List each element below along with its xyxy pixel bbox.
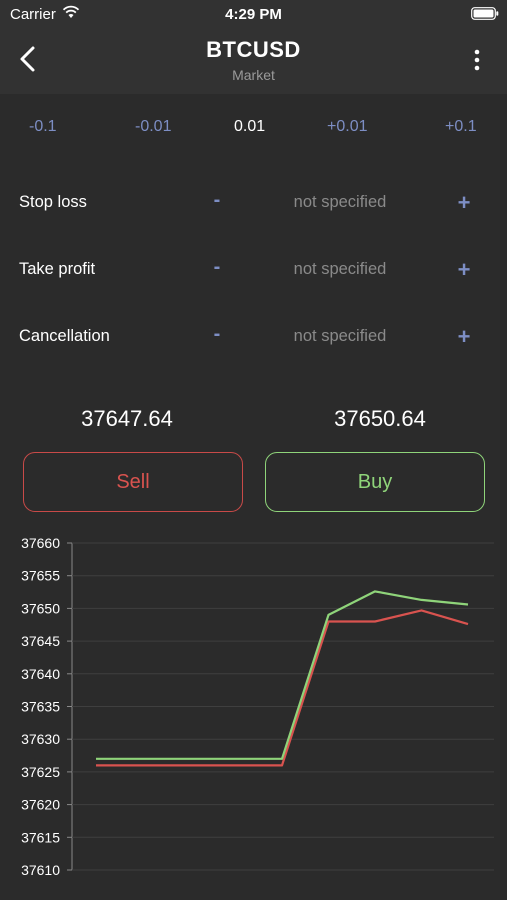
cancellation-row: Cancellation - not specified + [0,323,507,353]
y-tick-label: 37650 [21,600,60,616]
y-tick-label: 37610 [21,862,60,878]
clock: 4:29 PM [225,6,282,23]
y-tick-label: 37635 [21,699,60,715]
top-bar: Carrier 4:29 PM BTCUSD Market [0,0,507,94]
more-options-icon[interactable] [470,48,484,72]
cancellation-decrease-button[interactable]: - [213,323,221,345]
y-tick-label: 37615 [21,829,60,845]
y-tick-label: 37630 [21,731,60,747]
price-chart: 37660 37655 37650 37645 37640 37635 37630 37625… [21,535,494,878]
sell-price-line [96,609,469,767]
page-subtitle: Market [232,67,275,83]
y-tick-label: 37625 [21,764,60,780]
take-profit-increase-button[interactable]: + [457,257,471,282]
wifi-icon [62,5,80,18]
buy-price: 37650.64 [334,406,426,431]
carrier-label: Carrier [10,6,56,23]
stop-loss-label: Stop loss [19,193,87,211]
sell-button[interactable]: Sell [23,452,243,512]
step-plus-0-1[interactable]: +0.1 [445,118,477,135]
lot-step-selector: -0.1 -0.01 0.01 +0.01 +0.1 [0,118,507,144]
buy-button[interactable]: Buy [265,452,485,512]
y-tick-label: 37655 [21,568,60,584]
take-profit-value[interactable]: not specified [293,260,387,278]
battery-icon [471,7,499,20]
sell-price: 37647.64 [81,406,173,431]
cancellation-label: Cancellation [19,327,110,345]
take-profit-decrease-button[interactable]: - [213,256,221,278]
stop-loss-decrease-button[interactable]: - [213,189,221,211]
stop-loss-value[interactable]: not specified [293,193,387,211]
stop-loss-increase-button[interactable]: + [457,190,471,215]
cancellation-value[interactable]: not specified [293,327,387,345]
lot-size-value: 0.01 [234,118,266,135]
y-tick-label: 37640 [21,666,60,682]
buy-price-line [96,590,469,760]
y-tick-label: 37660 [21,535,60,551]
status-bar: Carrier 4:29 PM [0,0,507,28]
y-tick-label: 37645 [21,633,60,649]
take-profit-label: Take profit [19,260,96,278]
cancellation-increase-button[interactable]: + [457,324,471,349]
step-minus-0-01[interactable]: -0.01 [135,118,172,135]
y-tick-label: 37620 [21,797,60,813]
step-minus-0-1[interactable]: -0.1 [29,118,57,135]
back-arrow-icon[interactable] [16,44,40,74]
step-plus-0-01[interactable]: +0.01 [327,118,368,135]
page-title: BTCUSD [206,37,301,62]
take-profit-row: Take profit - not specified + [0,256,507,286]
stop-loss-row: Stop loss - not specified + [0,189,507,219]
